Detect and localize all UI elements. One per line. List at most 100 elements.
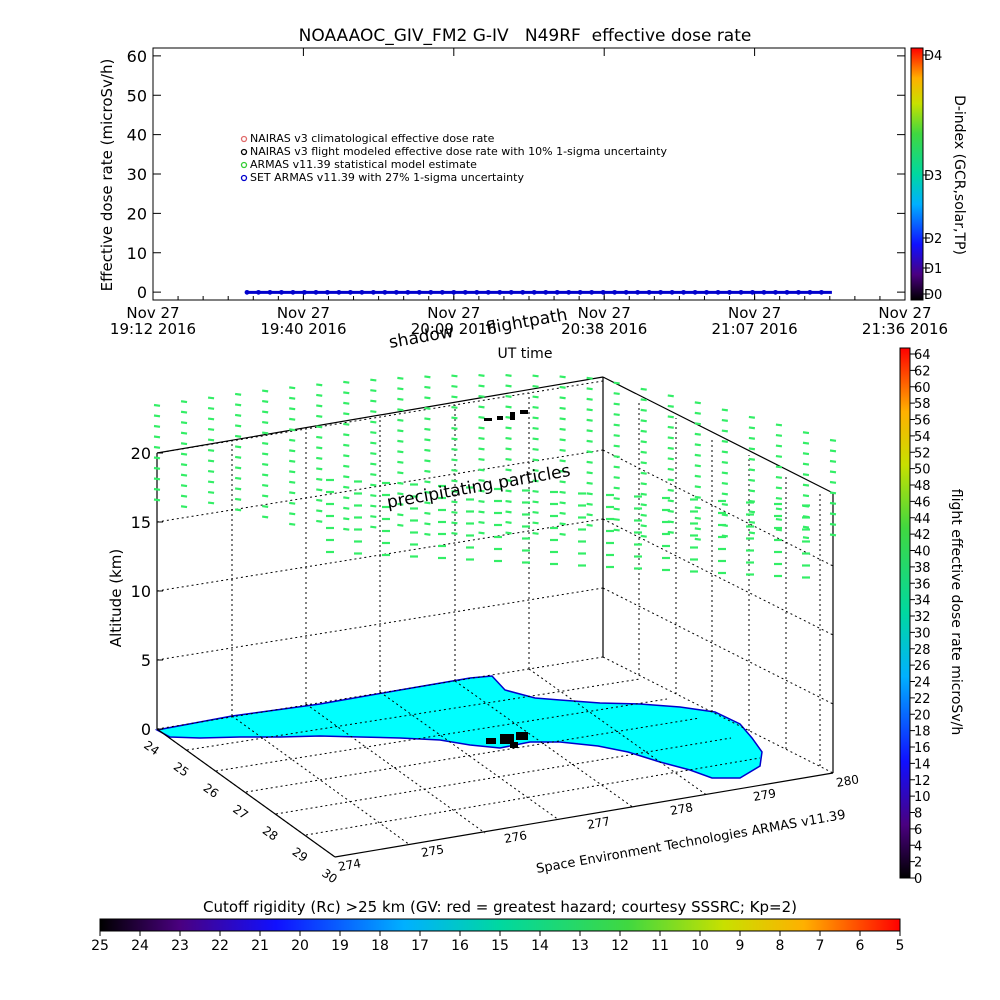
data-point	[313, 289, 319, 295]
data-point	[508, 289, 514, 295]
z-tick-label: 0	[141, 720, 151, 739]
data-point	[704, 289, 709, 295]
lat-tick-label: 29	[290, 845, 311, 865]
particle-dash	[153, 498, 161, 502]
particle-dash	[748, 426, 756, 430]
dose-rate-colorbar-axis: 0246810121416182022242628303234363840424…	[910, 348, 931, 887]
particle-dash	[640, 408, 647, 412]
particle-dash	[289, 396, 296, 400]
precipitating-particles	[153, 373, 837, 579]
data-point	[635, 289, 641, 295]
particle-dash	[451, 479, 458, 483]
particle-dash	[829, 533, 837, 537]
lon-tick-label: 278	[669, 800, 694, 818]
particle-dash	[559, 532, 566, 536]
particle-dash	[586, 376, 593, 380]
data-point	[256, 289, 261, 295]
rigidity-colorbar-axis: 25 24 23 22 21 20 19 18 17 16 15 14 13 12 11 10 9 8 7 6 5	[91, 931, 904, 954]
particle-dash	[667, 478, 674, 482]
lat-tick-label: 28	[260, 823, 281, 843]
shadow-annotation: shadow	[387, 322, 455, 353]
particle-dash	[424, 469, 431, 473]
particle-dash	[532, 468, 539, 472]
d-index-tick-label: D1	[924, 262, 942, 277]
particle-dash	[505, 478, 512, 482]
particle-dash	[289, 491, 296, 495]
particle-dash	[775, 454, 783, 458]
legend-marker	[240, 148, 248, 156]
particle-dash	[424, 375, 431, 379]
dose-colorbar-tick-label: 10	[914, 790, 931, 805]
particle-dash	[316, 446, 323, 450]
top-y-axis-label: Effective dose rate (microSv/h)	[98, 59, 116, 292]
particle-dash	[775, 433, 783, 437]
particle-dash	[532, 395, 539, 399]
data-point	[715, 289, 721, 295]
rigidity-tick-label: 20	[291, 938, 309, 954]
d-index-tick-label: D0	[924, 288, 942, 303]
data-point	[485, 289, 491, 295]
legend-entry: SET ARMAS v11.39 with 27% 1-sigma uncert…	[250, 171, 524, 184]
particle-dash	[424, 480, 431, 484]
particle-dash	[748, 468, 756, 472]
particle-dash	[370, 525, 377, 529]
d-index-tick-label: D4	[924, 49, 942, 64]
particle-dash	[180, 473, 188, 477]
rigidity-tick-label: 11	[651, 938, 669, 954]
particle-dash	[343, 422, 350, 426]
particle-dash	[397, 439, 404, 443]
dose-colorbar-tick-label: 26	[914, 659, 931, 674]
particle-dash	[721, 439, 728, 443]
particle-dash	[478, 468, 485, 472]
dose-colorbar-tick-label: 28	[914, 643, 931, 658]
particle-dash	[180, 421, 188, 425]
particle-dash	[640, 429, 647, 433]
particle-dash	[613, 413, 620, 417]
d-index-axis-label: D-index (GCR,solar,TP)	[951, 95, 967, 255]
particle-dash	[478, 478, 485, 482]
particle-dash	[613, 444, 620, 448]
particle-dash	[748, 489, 756, 493]
particle-dash	[667, 499, 674, 503]
credit-text: Space Environment Technologies ARMAS v11…	[535, 808, 847, 877]
particle-dash	[262, 483, 269, 487]
top-y-axis: 0 10 20 30 40 50 60	[127, 47, 905, 302]
particle-dash	[289, 449, 296, 453]
x-tick-label: 19:12 2016	[110, 320, 196, 338]
dose-colorbar-tick-label: 8	[914, 807, 922, 822]
particle-dash	[613, 486, 620, 490]
dose-colorbar-tick-label: 42	[914, 528, 931, 543]
particle-dash	[343, 527, 350, 531]
particle-dash	[289, 512, 296, 516]
particle-dash	[234, 508, 242, 512]
particle-dash	[532, 384, 539, 388]
particle-dash	[829, 470, 837, 474]
particle-dash	[613, 402, 620, 406]
particle-dash	[370, 431, 377, 435]
particle-dash	[289, 438, 296, 442]
particle-dash	[694, 495, 701, 499]
particle-dash	[640, 482, 647, 486]
particle-dash	[234, 424, 242, 428]
x-tick-label: Nov 27	[878, 304, 931, 322]
particle-dash	[802, 431, 810, 435]
particle-dash	[234, 403, 242, 407]
particle-dash	[207, 417, 215, 421]
particle-dash	[559, 490, 566, 494]
particle-dash	[343, 506, 350, 510]
particle-dash	[667, 404, 674, 408]
particle-dash	[721, 471, 728, 475]
particle-dash	[424, 438, 431, 442]
particle-dash	[478, 415, 485, 419]
particle-dash	[289, 386, 296, 390]
lon-tick-label: 277	[586, 814, 611, 832]
particle-dash	[478, 520, 485, 524]
particle-dash	[721, 418, 728, 422]
legend-marker	[240, 161, 248, 169]
rigidity-tick-label: 21	[251, 938, 269, 954]
particle-dash	[343, 475, 350, 479]
particle-dash	[748, 436, 756, 440]
dose-colorbar-tick-label: 58	[914, 397, 931, 412]
data-point	[577, 289, 583, 295]
particle-dash	[153, 477, 161, 481]
